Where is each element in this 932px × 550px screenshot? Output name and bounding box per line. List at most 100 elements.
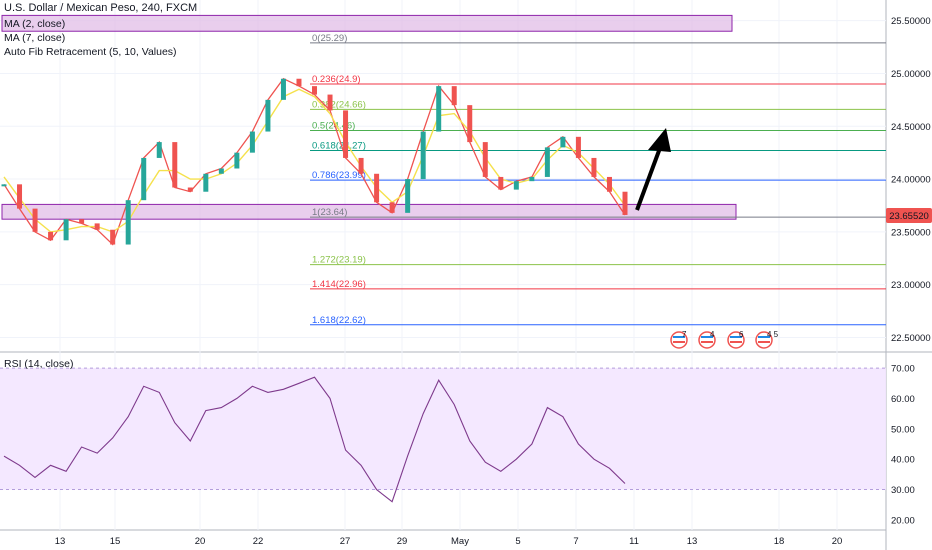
fib-level-label: 1.272(23.19) [312, 255, 366, 266]
rsi-tick-label: 40.00 [891, 455, 915, 466]
candle [94, 223, 100, 230]
candle [467, 105, 473, 143]
candle [141, 157, 147, 201]
candle [529, 176, 535, 182]
time-tick-label: 11 [629, 536, 639, 547]
arrow-head-icon [648, 128, 671, 152]
time-tick-label: 20 [832, 536, 843, 547]
price-tick-label: 23.50000 [891, 227, 931, 238]
us-flag-stripe-icon [673, 341, 685, 343]
candle [575, 136, 581, 158]
candle [48, 231, 54, 241]
rsi-axis[interactable]: 70.00 60.00 50.00 40.00 30.00 20.00 [891, 364, 915, 527]
support-zone[interactable] [1, 203, 737, 220]
fib-level-label: 1.414(22.96) [312, 279, 366, 290]
candle [280, 78, 286, 100]
resistance-zone[interactable] [1, 14, 733, 32]
candle [125, 200, 131, 245]
candle [249, 131, 255, 153]
fib-retracement[interactable]: 0(25.29) 0.236(24.9) 0.382(24.66) 0.5(24.46… [310, 33, 886, 326]
candle [234, 152, 240, 169]
price-axis[interactable]: 25.50000 25.00000 24.50000 24.00000 23.50000… [891, 16, 931, 344]
legend-ma2[interactable]: MA (2, close) [4, 18, 66, 30]
legend-rsi[interactable]: RSI (14, close) [4, 358, 74, 370]
us-flag-stripe-icon [701, 341, 713, 343]
candle [591, 157, 597, 177]
price-tick-label: 23.00000 [891, 280, 931, 291]
event-count: 4 5 [767, 330, 779, 339]
candle [32, 208, 38, 232]
candle [622, 191, 628, 215]
us-flag-stripe-icon [758, 341, 770, 343]
candle [79, 219, 85, 224]
candle [374, 173, 380, 203]
price-tick-label: 25.50000 [891, 16, 931, 27]
us-flag-stripe-icon [701, 336, 713, 338]
event-count: 7 [682, 330, 687, 339]
us-flag-stripe-icon [730, 336, 742, 338]
fib-level-label: 1(23.64) [312, 207, 347, 218]
price-tick-label: 24.50000 [891, 122, 931, 133]
legend-ma7[interactable]: MA (7, close) [4, 32, 66, 44]
candle [172, 142, 178, 188]
time-tick-label: 29 [397, 536, 408, 547]
legend-fib[interactable]: Auto Fib Retracement (5, 10, Values) [4, 46, 177, 58]
rsi-tick-label: 30.00 [891, 485, 915, 496]
candle [265, 99, 271, 132]
candle [420, 131, 426, 180]
fib-level-label: 0(25.29) [312, 33, 347, 44]
rsi-tick-label: 50.00 [891, 424, 915, 435]
time-tick-label: 13 [55, 536, 66, 547]
current-price-badge [886, 207, 932, 223]
economic-events[interactable]: 7 4 6 4 5 [670, 330, 779, 349]
rsi-tick-label: 70.00 [891, 364, 915, 375]
candle [513, 181, 519, 190]
time-tick-label: 18 [774, 536, 785, 547]
fib-level-label: 0.618(24.27) [312, 141, 366, 152]
event-count: 4 [710, 330, 715, 339]
fib-level-label: 1.618(22.62) [312, 315, 366, 326]
event-count: 6 [739, 330, 744, 339]
us-flag-stripe-icon [730, 341, 742, 343]
candle [296, 78, 302, 87]
candle [63, 219, 69, 241]
time-axis[interactable]: 13 15 20 22 27 29 May 5 7 11 13 18 20 [55, 536, 843, 547]
candle [343, 110, 349, 158]
candle [560, 136, 566, 148]
candle [187, 187, 193, 192]
candle [358, 157, 364, 174]
ma-7-line [3, 88, 626, 233]
time-tick-label: 5 [515, 536, 520, 547]
candle [606, 176, 612, 192]
candle [498, 176, 504, 190]
price-tick-label: 25.00000 [891, 69, 931, 80]
candle [1, 184, 7, 187]
candle [482, 142, 488, 177]
fib-level-label: 0.382(24.66) [312, 99, 366, 110]
candle [203, 173, 209, 192]
fib-level-label: 0.236(24.9) [312, 74, 361, 85]
candle [110, 229, 116, 245]
arrow-shaft [635, 147, 662, 211]
rsi-tick-label: 20.00 [891, 515, 915, 526]
candle [389, 202, 395, 213]
time-tick-label: 22 [253, 536, 264, 547]
candle [312, 86, 317, 95]
candle [405, 179, 411, 213]
candle [544, 147, 550, 177]
price-close-line [3, 77, 626, 246]
time-tick-label: 27 [340, 536, 351, 547]
candle [156, 142, 162, 158]
symbol-title[interactable]: U.S. Dollar / Mexican Peso, 240, FXCM [4, 2, 198, 14]
time-tick-label: 13 [687, 536, 698, 547]
time-tick-label: 7 [573, 536, 578, 547]
time-tick-label: May [451, 536, 469, 547]
candle [17, 184, 23, 209]
candle [327, 94, 333, 111]
up-arrow-annotation[interactable] [635, 128, 671, 211]
time-tick-label: 20 [195, 536, 206, 547]
price-tick-label: 24.00000 [891, 175, 931, 186]
candle [451, 86, 457, 106]
price-tick-label: 22.50000 [891, 333, 931, 344]
